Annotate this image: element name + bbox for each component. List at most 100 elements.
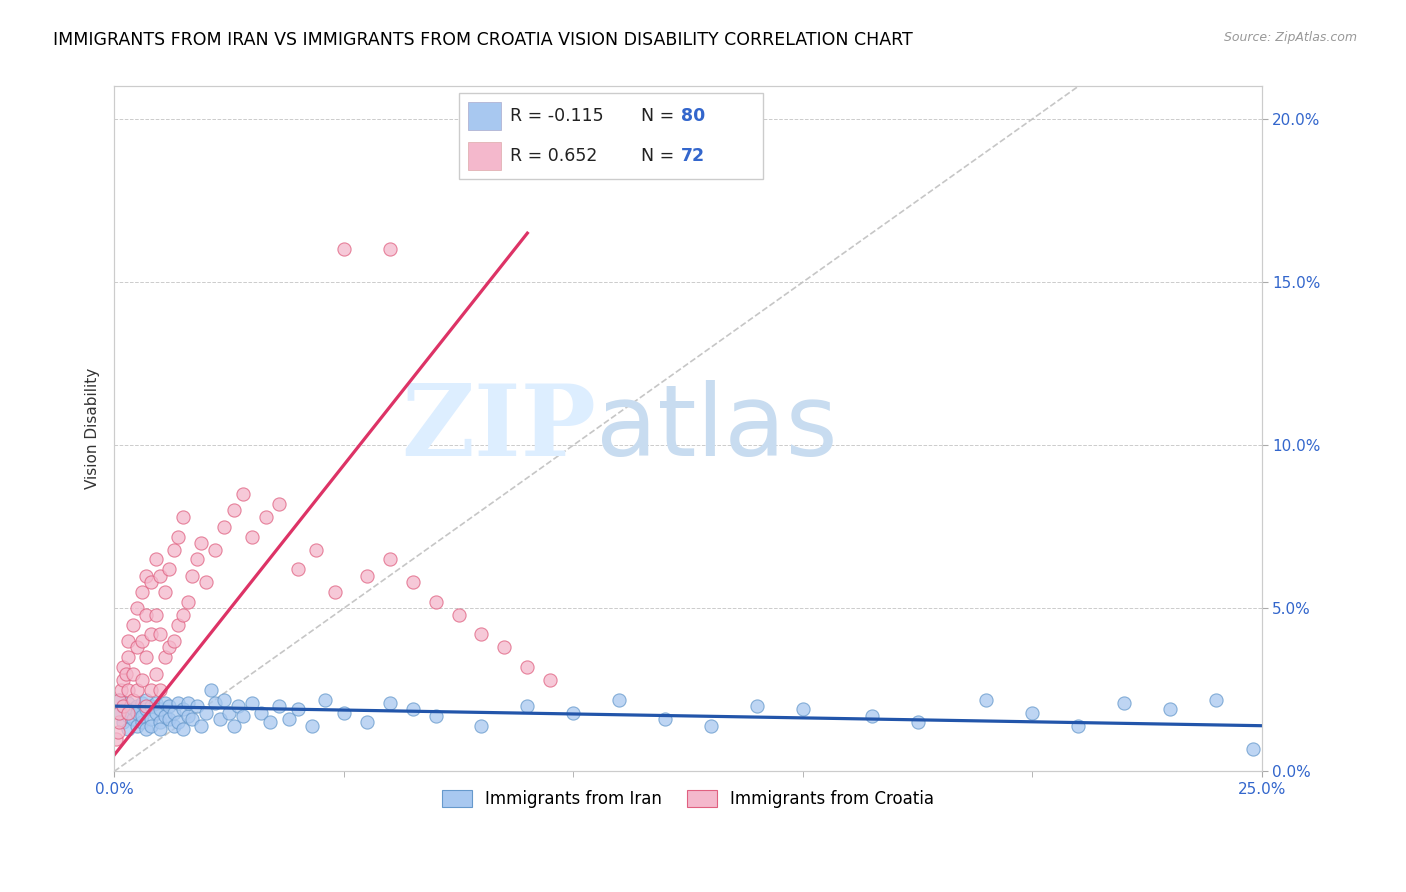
Point [145,666,167,681]
Point [127,699,149,714]
Point [186,699,208,714]
Point [190,719,212,733]
Point [131,633,153,648]
Point [494,640,516,655]
Point [1114,696,1136,710]
Point [976,692,998,706]
Point [149,568,172,582]
Point [139,719,162,733]
Point [269,497,291,511]
Point [114,666,136,681]
Point [163,719,186,733]
Point [269,699,291,714]
Point [860,709,883,723]
Point [607,692,630,706]
Point [117,706,139,720]
Point [107,692,129,706]
Text: ZIP: ZIP [401,380,596,477]
Point [176,595,198,609]
Point [378,243,401,257]
Point [131,715,153,730]
Point [214,692,236,706]
Point [145,552,167,566]
Point [356,568,378,582]
Point [378,696,401,710]
Point [226,699,249,714]
Point [222,719,245,733]
Point [654,712,676,726]
Point [157,699,180,714]
Point [127,640,149,655]
Point [127,719,149,733]
Point [516,660,538,674]
Point [112,715,135,730]
Point [157,640,180,655]
Point [149,715,172,730]
Point [1021,706,1043,720]
Point [538,673,561,687]
Point [135,699,157,714]
Point [1241,741,1264,756]
Point [314,692,336,706]
Point [1205,692,1227,706]
Point [117,709,139,723]
Point [107,706,129,720]
Point [305,542,328,557]
Point [259,715,281,730]
Point [356,715,378,730]
Point [425,709,447,723]
Y-axis label: Vision Disability: Vision Disability [86,368,100,490]
Point [277,712,299,726]
Point [149,722,172,736]
Point [250,706,273,720]
Point [181,712,204,726]
Point [200,682,222,697]
Point [254,510,277,524]
Point [562,706,585,720]
Point [112,673,135,687]
Point [139,682,162,697]
Point [117,682,139,697]
Point [135,568,157,582]
Point [172,510,194,524]
Point [107,692,129,706]
Point [145,706,167,720]
Point [287,702,309,716]
Point [121,692,143,706]
Point [204,696,226,710]
Point [176,696,198,710]
Point [190,536,212,550]
Legend: Immigrants from Iran, Immigrants from Croatia: Immigrants from Iran, Immigrants from Cr… [434,783,941,814]
Point [153,709,176,723]
Point [195,575,218,590]
Point [105,731,128,746]
Point [176,709,198,723]
Point [167,529,190,543]
Point [139,712,162,726]
Point [121,666,143,681]
Point [222,503,245,517]
Point [301,719,323,733]
Point [907,715,929,730]
Point [792,702,814,716]
Point [745,699,768,714]
Point [149,702,172,716]
Point [112,660,135,674]
Point [157,562,180,576]
Point [172,722,194,736]
Point [208,712,231,726]
Point [181,568,204,582]
Point [401,575,423,590]
Point [112,699,135,714]
Point [127,682,149,697]
Point [167,617,190,632]
Point [516,699,538,714]
Point [110,682,132,697]
Point [107,706,129,720]
Point [135,650,157,665]
Point [332,706,354,720]
Point [240,529,263,543]
Point [121,702,143,716]
Point [240,696,263,710]
Point [153,696,176,710]
